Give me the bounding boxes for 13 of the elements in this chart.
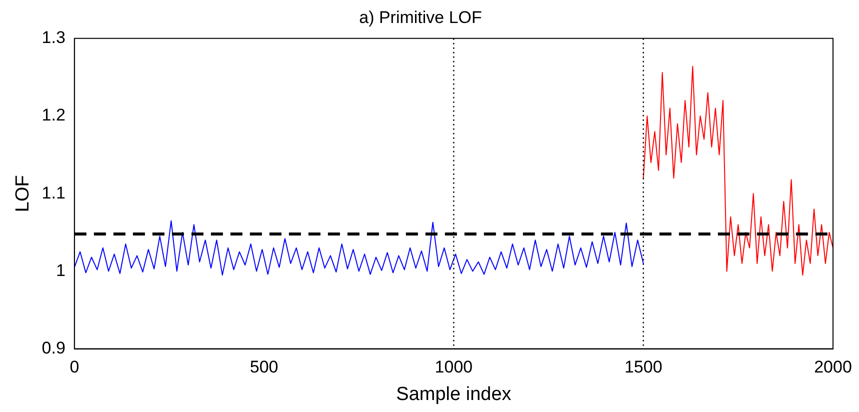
x-tick-label: 1500 xyxy=(624,358,662,377)
y-axis-title: LOF xyxy=(12,175,34,212)
y-tick-label: 0.9 xyxy=(42,338,66,358)
x-tick-label: 1000 xyxy=(434,358,473,377)
y-tick-label: 1 xyxy=(56,260,66,280)
x-axis-title: Sample index xyxy=(396,384,512,405)
y-tick-label: 1.2 xyxy=(42,106,66,125)
x-tick-label: 2000 xyxy=(814,358,852,377)
y-tick-label: 1.1 xyxy=(42,183,66,202)
chart-title: a) Primitive LOF xyxy=(359,8,482,27)
x-tick-label: 0 xyxy=(70,358,80,377)
x-tick-label: 500 xyxy=(250,358,278,377)
y-tick-label: 1.3 xyxy=(42,28,66,48)
